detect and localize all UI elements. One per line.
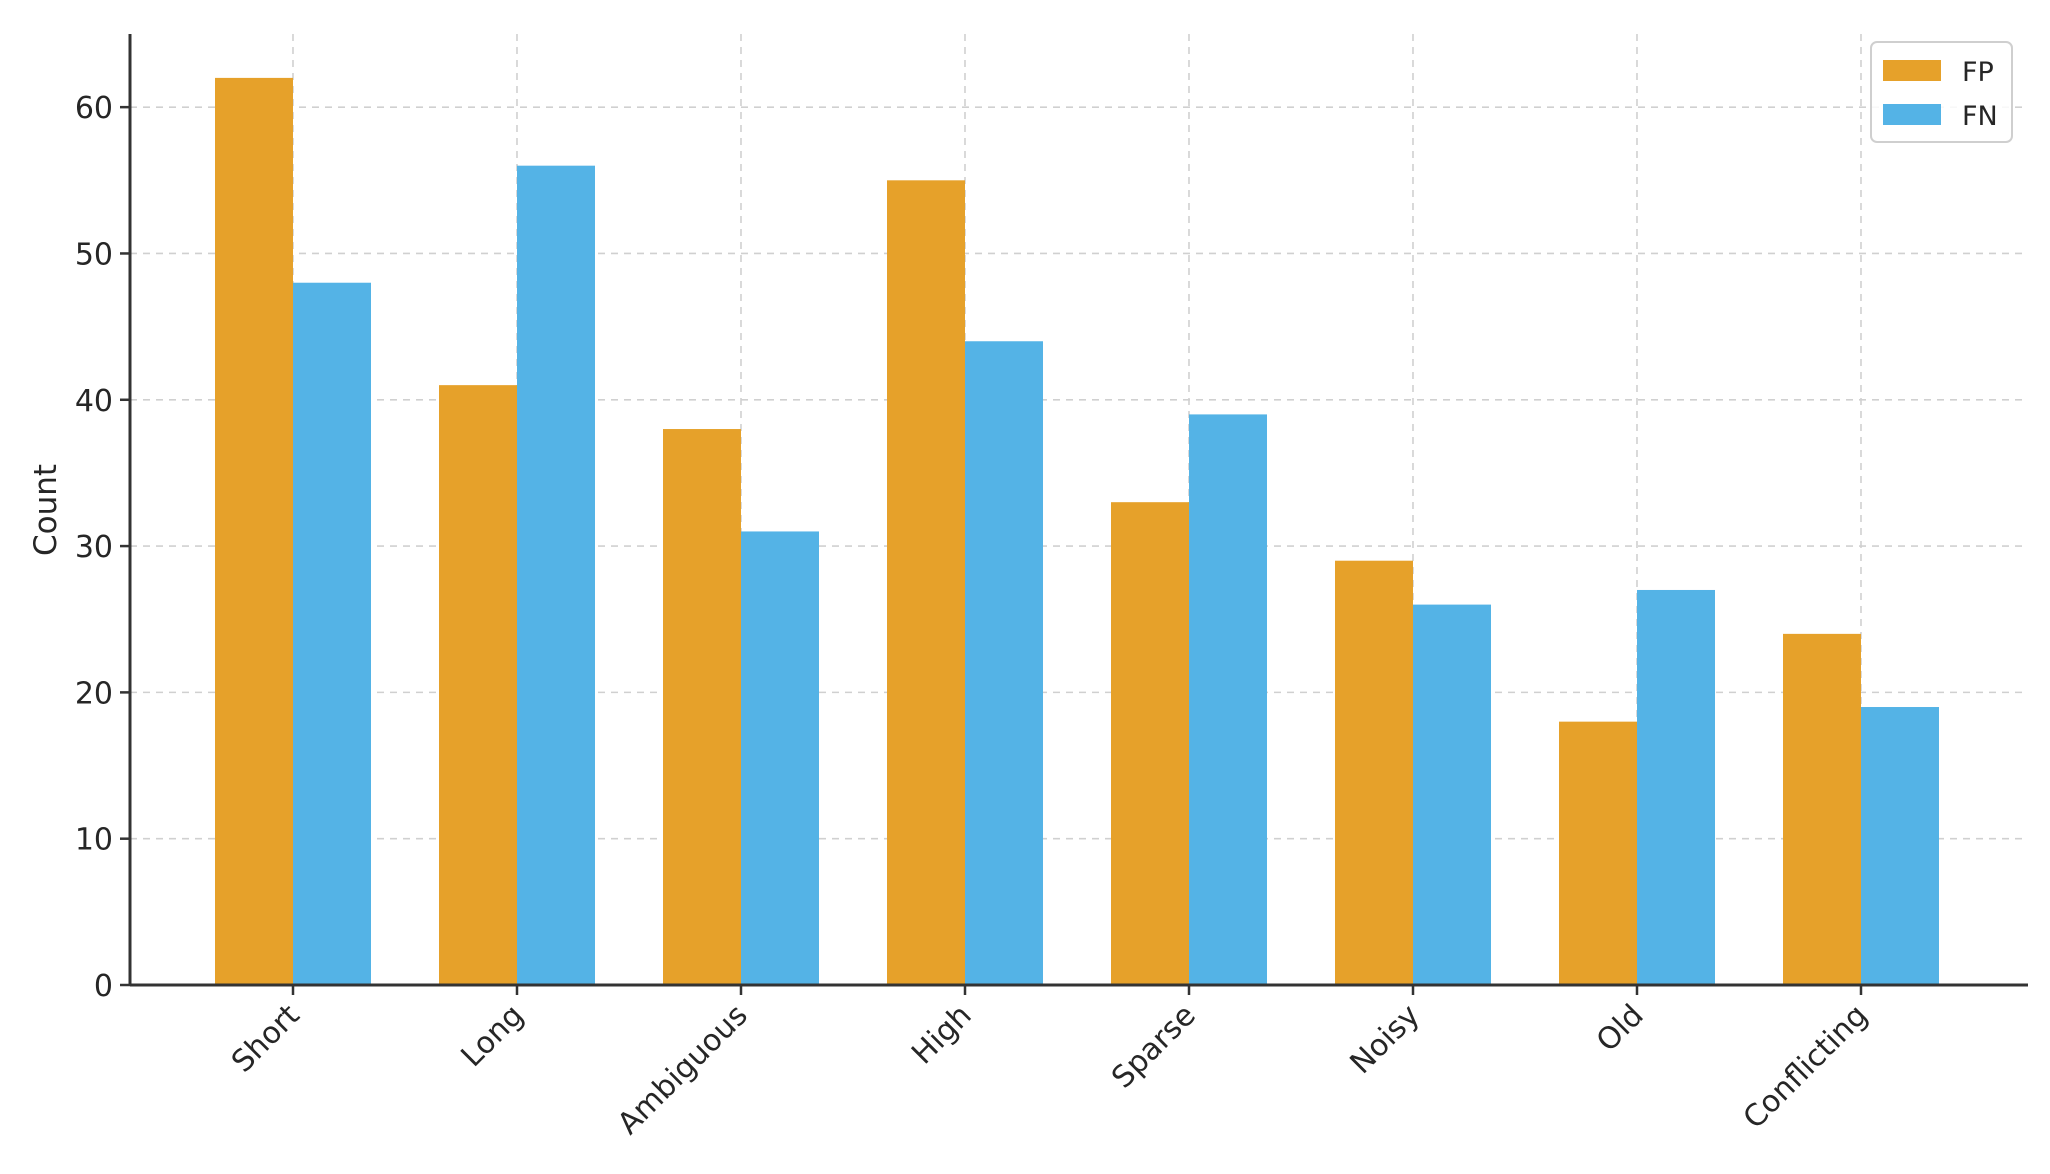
bar-fn-noisy	[1413, 604, 1491, 985]
bar-fn-sparse	[1189, 414, 1267, 985]
y-axis-title: Count	[28, 464, 64, 556]
bar-fp-old	[1559, 721, 1637, 985]
bar-fp-short	[215, 77, 293, 985]
bar-fn-short	[293, 282, 371, 985]
x-tick-label: Long	[455, 998, 531, 1074]
y-tick-label: 0	[94, 969, 113, 1004]
x-axis-ticks: Short Long Ambiguous High Sparse Noisy Old Conf…	[225, 985, 1875, 1142]
x-tick-label: Short	[225, 998, 307, 1080]
y-tick-label: 50	[75, 237, 113, 272]
x-tick-label: Conflicting	[1737, 998, 1875, 1136]
bar-fn-old	[1637, 589, 1715, 985]
bar-fp-ambiguous	[663, 429, 741, 985]
bar-fp-sparse	[1111, 502, 1189, 985]
bar-fp-high	[887, 180, 965, 986]
x-tick-label: Noisy	[1344, 998, 1427, 1081]
legend-label-fn: FN	[1962, 101, 1998, 132]
bars	[215, 77, 1939, 986]
bar-fp-long	[439, 385, 517, 986]
legend: FP FN	[1870, 41, 2013, 143]
bar-fp-noisy	[1335, 560, 1413, 985]
y-tick-label: 20	[75, 676, 113, 711]
bar-fn-long	[517, 165, 595, 985]
legend-entries: FP FN	[1883, 57, 1998, 132]
legend-swatch-fn	[1883, 104, 1941, 125]
x-tick-label: Ambiguous	[611, 998, 755, 1142]
legend-label-fp: FP	[1962, 57, 1994, 88]
bar-fn-ambiguous	[741, 531, 819, 985]
grid-lines	[130, 34, 2028, 986]
y-tick-label: 30	[75, 530, 113, 565]
x-tick-label: Old	[1590, 998, 1651, 1059]
y-tick-label: 40	[75, 384, 113, 419]
x-tick-label: Sparse	[1105, 998, 1203, 1096]
bar-fn-high	[965, 341, 1043, 985]
y-tick-label: 10	[75, 823, 113, 858]
y-axis-ticks: 0 10 20 30 40 50 60	[75, 91, 130, 1004]
x-tick-label: High	[905, 998, 979, 1072]
bar-fn-conflicting	[1861, 707, 1939, 985]
axes	[128, 34, 2028, 987]
y-tick-label: 60	[75, 91, 113, 126]
legend-swatch-fp	[1883, 60, 1941, 81]
bar-fp-conflicting	[1783, 633, 1861, 985]
